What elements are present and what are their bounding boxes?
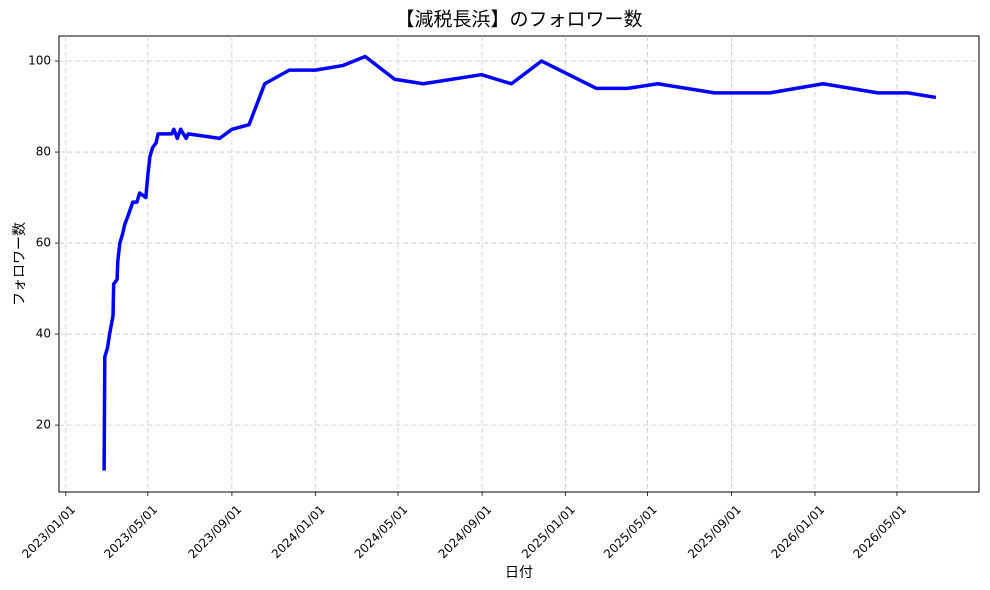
x-axis-label: 日付: [505, 565, 533, 581]
x-tick-label: 2025/09/01: [685, 502, 744, 561]
x-tick-label: 2026/05/01: [851, 502, 910, 561]
x-tick-label: 2025/01/01: [519, 502, 578, 561]
y-tick-label: 100: [28, 54, 51, 68]
y-tick-label: 20: [36, 418, 51, 432]
x-tick-label: 2023/09/01: [185, 502, 244, 561]
x-tick-label: 2025/05/01: [601, 502, 660, 561]
plot-frame: [58, 35, 980, 493]
x-tick-label: 2024/09/01: [436, 502, 495, 561]
x-tick-label: 2023/01/01: [19, 502, 78, 561]
x-tick-label: 2024/05/01: [352, 502, 411, 561]
x-tick-label: 2024/01/01: [269, 502, 328, 561]
x-tick-label: 2023/05/01: [101, 502, 160, 561]
chart-title: 【減税長浜】のフォロワー数: [395, 9, 642, 31]
data-line: [102, 54, 937, 471]
y-tick-label: 80: [36, 145, 51, 159]
y-tick-label: 40: [36, 327, 51, 341]
x-tick-label: 2026/01/01: [768, 502, 827, 561]
y-tick-label: 60: [36, 236, 51, 250]
y-axis-label: フォロワー数: [12, 222, 28, 306]
